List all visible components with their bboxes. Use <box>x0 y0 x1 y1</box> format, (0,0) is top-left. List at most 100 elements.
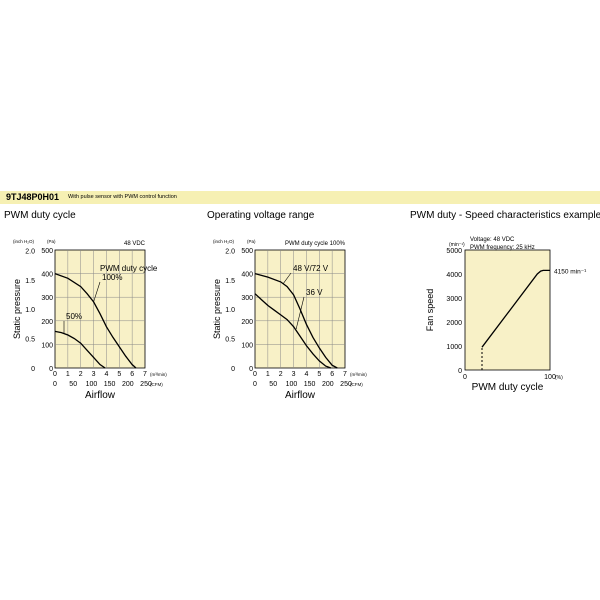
speed-chart: 0 1000 2000 3000 4000 5000 0 100 (%) (min⁻¹) PWM d… <box>425 237 587 393</box>
x-tick-label-cfm: 100 <box>286 381 298 388</box>
chart-note: 48 VDC <box>124 241 146 247</box>
y-tick-label-pa: 100 <box>41 342 53 349</box>
x-unit-cfm: (CFM) <box>150 382 163 387</box>
series-leader-line <box>93 281 101 303</box>
x-tick-label-cfm: 0 <box>253 381 257 388</box>
series-label: 50% <box>66 312 82 321</box>
y-tick-label-inch: 0 <box>31 366 35 373</box>
x-tick-label-cfm: 50 <box>269 381 277 388</box>
y-tick-label-pa: 100 <box>241 342 253 349</box>
x-tick-label-m3: 5 <box>117 371 121 378</box>
x-tick-label-m3: 7 <box>143 371 147 378</box>
model-number: 9TJ48P0H01 <box>6 192 60 202</box>
series-line-50- <box>54 330 106 369</box>
x-unit-m3: (m³/min) <box>350 372 367 377</box>
max-speed-annotation: 4150 min⁻¹ <box>554 268 587 275</box>
pq-chart-pwm: 0 100 200 300 400 500 0 0.5 1.0 1.5 2.0 0 1 2 3 4 5 6 7 0 50… <box>12 239 167 401</box>
series-label: 48 V/72 V <box>293 264 329 273</box>
x-tick-label-cfm: 100 <box>86 381 98 388</box>
y-tick-label-inch: 0.5 <box>225 337 235 344</box>
x-tick-label-m3: 1 <box>266 371 270 378</box>
x-tick-label-cfm: 200 <box>122 381 134 388</box>
y-tick-label-pa: 0 <box>49 366 53 373</box>
y-axis-label: Fan speed <box>425 289 435 332</box>
chart1-title: PWM duty cycle <box>4 210 76 221</box>
chart-note-line: PWM frequency: 25 kHz <box>470 245 535 251</box>
y-tick-label-pa: 300 <box>241 295 253 302</box>
x-axis-label: Airflow <box>285 390 316 401</box>
y-tick-label-inch: 0 <box>231 366 235 373</box>
x-tick-label-cfm: 150 <box>304 381 316 388</box>
x-tick-label-m3: 0 <box>253 371 257 378</box>
y-tick-label: 2000 <box>446 320 462 327</box>
series-label: 100% <box>102 273 122 282</box>
x-tick-label-m3: 2 <box>279 371 283 378</box>
x-tick-label-cfm: 250 <box>140 381 152 388</box>
x-tick-label-cfm: 200 <box>322 381 334 388</box>
x-unit-cfm: (CFM) <box>350 382 363 387</box>
series-line-36-v <box>254 293 332 369</box>
y-tick-label: 4000 <box>446 272 462 279</box>
y-axis-label: Static pressure <box>212 279 222 339</box>
y-axis-label: Static pressure <box>12 279 22 339</box>
y-tick-label: 0 <box>458 368 462 375</box>
y-unit-inch: (inch H₂O) <box>213 239 235 244</box>
model-description: With pulse sensor with PWM control funct… <box>68 194 177 200</box>
x-tick-label-m3: 4 <box>104 371 108 378</box>
x-tick-label-m3: 6 <box>130 371 134 378</box>
y-tick-label-inch: 1.0 <box>225 307 235 314</box>
series-leader-line <box>283 272 292 284</box>
x-tick-label-m3: 2 <box>79 371 83 378</box>
x-tick-label-m3: 0 <box>53 371 57 378</box>
y-tick-label-inch: 1.5 <box>25 278 35 285</box>
x-tick-label-m3: 3 <box>92 371 96 378</box>
x-tick-label-m3: 1 <box>66 371 70 378</box>
y-tick-label: 1000 <box>446 344 462 351</box>
y-unit-pa: (Pa) <box>47 239 56 244</box>
y-unit: (min⁻¹) <box>449 242 465 248</box>
chart3-title: PWM duty - Speed characteristics example <box>410 210 600 221</box>
y-tick-label: 5000 <box>446 248 462 255</box>
chart-note-line: Voltage: 48 VDC <box>470 237 515 243</box>
x-tick-label: 0 <box>463 374 467 381</box>
x-tick-label-m3: 6 <box>330 371 334 378</box>
series-label: 36 V <box>306 288 323 297</box>
model-banner: 9TJ48P0H01 With pulse sensor with PWM co… <box>0 191 600 204</box>
y-tick-label-pa: 500 <box>241 248 253 255</box>
legend-title: PWM duty cycle <box>100 264 158 273</box>
y-tick-label-pa: 500 <box>41 248 53 255</box>
x-unit: (%) <box>555 375 563 381</box>
plot-area <box>464 249 551 371</box>
y-tick-label-inch: 2.0 <box>225 248 235 255</box>
series-leader-line <box>295 296 305 330</box>
x-tick-label-m3: 4 <box>304 371 308 378</box>
y-tick-label-pa: 0 <box>249 366 253 373</box>
x-tick-label-m3: 5 <box>317 371 321 378</box>
x-axis-label: PWM duty cycle <box>472 382 544 393</box>
x-tick-label-cfm: 250 <box>340 381 352 388</box>
y-tick-label-inch: 0.5 <box>25 337 35 344</box>
x-tick-label-m3: 7 <box>343 371 347 378</box>
y-tick-label-inch: 2.0 <box>25 248 35 255</box>
y-tick-label-pa: 300 <box>41 295 53 302</box>
x-tick-label-cfm: 0 <box>53 381 57 388</box>
plot-area <box>54 249 146 369</box>
x-tick-label: 100 <box>544 374 556 381</box>
y-tick-label-pa: 400 <box>241 272 253 279</box>
y-tick-label-pa: 400 <box>41 272 53 279</box>
y-tick-label-inch: 1.0 <box>25 307 35 314</box>
x-axis-label: Airflow <box>85 390 116 401</box>
series-line-48-v-72-v <box>254 272 338 369</box>
x-tick-label-cfm: 50 <box>69 381 77 388</box>
pq-chart-voltage: 0 100 200 300 400 500 0 0.5 1.0 1.5 2.0 0 1 2 3 4 5 6 7 0 50… <box>212 239 367 401</box>
x-tick-label-m3: 3 <box>292 371 296 378</box>
y-unit-pa: (Pa) <box>247 239 256 244</box>
y-unit-inch: (inch H₂O) <box>13 239 35 244</box>
chart-note: PWM duty cycle 100% <box>285 241 346 247</box>
chart2-title: Operating voltage range <box>207 210 315 221</box>
x-unit-m3: (m³/min) <box>150 372 167 377</box>
y-tick-label-pa: 200 <box>241 319 253 326</box>
speed-line <box>481 269 550 348</box>
y-tick-label: 3000 <box>446 296 462 303</box>
series-line-100- <box>54 272 137 369</box>
